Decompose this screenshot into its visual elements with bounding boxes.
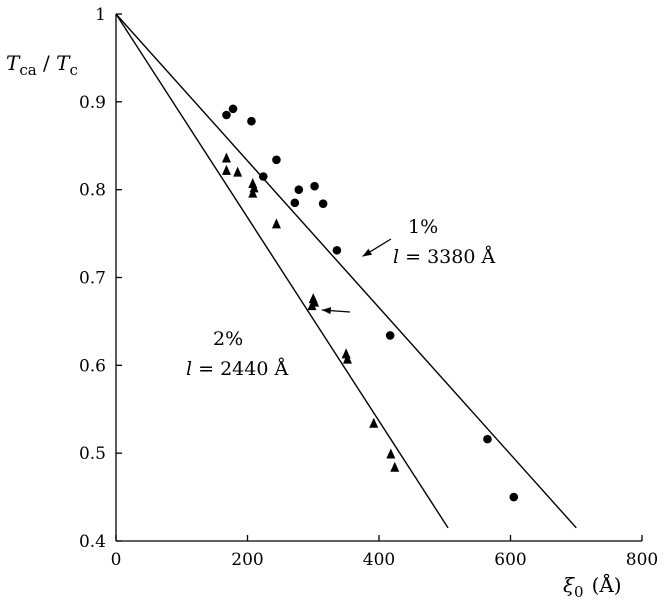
triangle-point [233, 166, 243, 177]
annotation-2-percent: 2% [213, 328, 243, 350]
triangle-point [248, 187, 258, 198]
annotation-1-percent: 1% [408, 216, 438, 238]
fit-lines [115, 13, 577, 529]
x-tick-label: 200 [231, 550, 263, 570]
annotations [321, 238, 392, 315]
circle-point [483, 434, 492, 444]
y-tick-label: 0.5 [79, 444, 106, 464]
fit-line-1 [115, 13, 577, 529]
circle-point [310, 181, 319, 191]
y-axis-label: Tca / Tc [6, 51, 78, 79]
y-tick-label: 0.6 [79, 356, 106, 376]
data-points [221, 104, 519, 502]
circle-point [385, 331, 395, 340]
circle-point [258, 172, 268, 181]
y-tick-label: 0.8 [79, 181, 106, 201]
annotation-arrowhead-2 [321, 307, 332, 315]
circle-point [294, 185, 304, 194]
x-tick-label: 400 [363, 550, 395, 570]
circle-point [318, 199, 328, 209]
circle-point [332, 245, 342, 255]
triangle-point [221, 164, 231, 175]
y-tick-label: 1 [95, 5, 106, 25]
triangle-point [342, 353, 352, 364]
circle-point [290, 198, 300, 208]
x-tick-label: 600 [494, 550, 526, 570]
axis-ticks: 0 200 400 600 800 0.4 0.5 0.6 0.7 0.8 0.9 1 [79, 5, 658, 570]
y-tick-label: 0.7 [79, 269, 106, 289]
annotation-arrowhead-1 [362, 248, 373, 257]
circle-point [509, 492, 519, 502]
circle-point [228, 104, 238, 114]
fit-line-2 [115, 13, 449, 529]
y-tick-label: 0.9 [79, 93, 106, 113]
triangle-point [369, 417, 379, 428]
triangle-point [271, 218, 281, 229]
x-tick-label: 0 [111, 550, 122, 570]
x-tick-label: 800 [626, 550, 658, 570]
annotation-2-mean-free-path: l = 2440 Å [186, 358, 288, 380]
triangle-point [390, 461, 400, 472]
circle-point [247, 116, 256, 126]
triangle-point [307, 300, 317, 311]
axes [115, 14, 642, 542]
circle-point [272, 155, 281, 165]
circle-point [222, 110, 231, 120]
x-axis-label: ξ0 (Å) [563, 572, 622, 601]
y-tick-label: 0.4 [79, 532, 106, 552]
annotation-1-mean-free-path: l = 3380 Å [393, 246, 495, 268]
triangle-point [221, 152, 231, 163]
triangle-point [386, 448, 396, 459]
